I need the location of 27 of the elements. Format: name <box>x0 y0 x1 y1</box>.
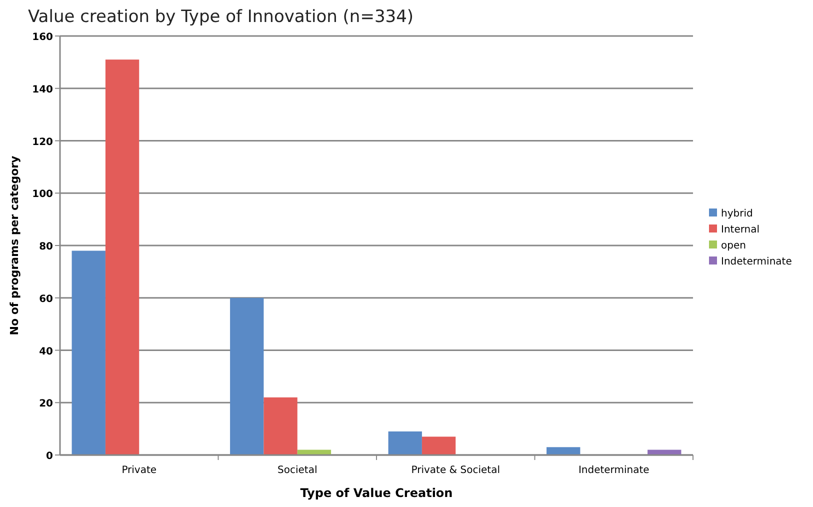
x-tick-label: Private & Societal <box>411 465 500 476</box>
bar <box>546 447 580 455</box>
bar <box>72 250 106 455</box>
x-tick-label: Indeterminate <box>578 465 650 476</box>
legend-label: Indeterminate <box>721 256 792 268</box>
legend-label: hybrid <box>721 208 753 220</box>
x-tick-label: Societal <box>278 465 318 476</box>
y-tick-label: 40 <box>39 346 54 358</box>
y-tick-label: 120 <box>32 136 54 148</box>
y-axis-title: No of programs per category <box>8 156 21 336</box>
y-tick-label: 60 <box>39 294 54 305</box>
x-tick-label: Private <box>122 465 157 476</box>
y-tick-label: 160 <box>32 32 54 43</box>
x-axis-title: Type of Value Creation <box>300 486 453 500</box>
legend-label: open <box>721 240 746 252</box>
bar <box>230 298 264 455</box>
y-tick-label: 20 <box>39 398 54 410</box>
y-tick-label: 140 <box>32 84 54 96</box>
bar <box>388 431 422 455</box>
y-tick-label: 100 <box>32 189 54 200</box>
legend-label: Internal <box>721 224 760 236</box>
bar <box>105 60 140 455</box>
bar <box>264 397 298 455</box>
chart-title: Value creation by Type of Innovation (n=334) <box>28 7 414 27</box>
bar <box>422 436 456 455</box>
y-tick-label: 0 <box>46 451 54 462</box>
y-tick-label: 80 <box>39 242 54 252</box>
